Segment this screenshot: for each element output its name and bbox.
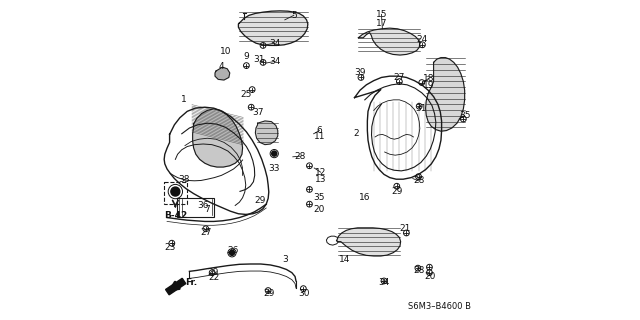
Text: 16: 16	[359, 193, 371, 202]
Text: 29: 29	[263, 289, 275, 298]
Text: 9: 9	[243, 52, 248, 61]
FancyArrow shape	[166, 278, 186, 295]
Text: 17: 17	[376, 19, 387, 28]
Text: 29: 29	[254, 196, 266, 205]
Text: 27: 27	[201, 228, 212, 237]
Text: 10: 10	[220, 47, 231, 56]
Text: 36: 36	[198, 201, 209, 210]
Text: 38: 38	[179, 175, 189, 184]
Text: S6M3–B4600 B: S6M3–B4600 B	[408, 302, 472, 311]
Text: 13: 13	[315, 175, 326, 184]
Text: 31: 31	[415, 104, 426, 113]
Text: 18: 18	[423, 74, 435, 83]
Text: 30: 30	[298, 289, 310, 298]
Text: 19: 19	[423, 81, 435, 90]
Polygon shape	[215, 67, 230, 80]
Text: 5: 5	[291, 11, 296, 20]
Text: 15: 15	[376, 10, 387, 19]
Text: 2: 2	[353, 129, 358, 138]
Text: 31: 31	[253, 55, 264, 64]
Text: 23: 23	[164, 244, 176, 252]
Text: 28: 28	[413, 176, 424, 185]
Text: 28: 28	[413, 266, 424, 275]
Text: 29: 29	[391, 187, 403, 196]
Polygon shape	[239, 11, 308, 45]
Text: 25: 25	[240, 90, 252, 99]
Text: 26: 26	[227, 246, 239, 255]
Polygon shape	[358, 28, 420, 55]
Polygon shape	[255, 121, 278, 145]
Text: 35: 35	[314, 193, 325, 202]
Text: 33: 33	[268, 164, 279, 173]
Text: 22: 22	[208, 273, 220, 282]
Text: 34: 34	[378, 278, 390, 287]
Circle shape	[272, 151, 277, 156]
Circle shape	[171, 187, 180, 196]
Text: 34: 34	[269, 39, 280, 48]
Text: 35: 35	[459, 111, 470, 120]
Text: Fr.: Fr.	[186, 278, 197, 287]
Circle shape	[230, 250, 235, 255]
Text: 20: 20	[314, 205, 325, 214]
Text: 11: 11	[314, 132, 325, 141]
Text: 20: 20	[425, 272, 436, 281]
Bar	[164, 182, 187, 204]
Polygon shape	[193, 109, 243, 167]
Text: 28: 28	[294, 152, 306, 161]
Text: 27: 27	[394, 73, 405, 82]
Text: 4: 4	[219, 62, 224, 71]
Text: 34: 34	[269, 57, 280, 66]
Bar	[177, 198, 214, 217]
Text: B-42: B-42	[164, 211, 187, 220]
Text: 24: 24	[416, 35, 428, 44]
Text: 3: 3	[283, 255, 288, 264]
Text: 1: 1	[181, 95, 187, 104]
Text: 12: 12	[315, 168, 326, 177]
Polygon shape	[426, 58, 465, 131]
Text: 14: 14	[339, 255, 351, 264]
Text: 7: 7	[205, 205, 210, 214]
Text: 29: 29	[207, 268, 218, 277]
Text: 39: 39	[355, 68, 365, 77]
Text: 21: 21	[399, 224, 410, 233]
Text: 37: 37	[252, 108, 263, 117]
Polygon shape	[337, 228, 401, 256]
Text: 6: 6	[317, 126, 322, 135]
